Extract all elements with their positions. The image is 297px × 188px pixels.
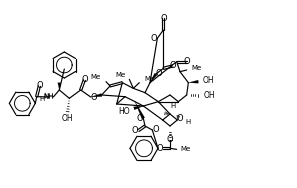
Text: Me: Me	[116, 72, 126, 78]
Text: Me: Me	[191, 65, 201, 71]
Text: O: O	[156, 70, 163, 79]
Polygon shape	[134, 106, 143, 110]
Text: O: O	[36, 82, 43, 90]
Text: O: O	[152, 126, 159, 134]
Text: O: O	[177, 114, 183, 123]
Polygon shape	[135, 102, 145, 119]
Text: O: O	[160, 14, 167, 23]
Polygon shape	[188, 80, 198, 83]
Text: O: O	[167, 136, 173, 145]
Text: O: O	[151, 34, 157, 43]
Text: Me: Me	[144, 76, 154, 82]
Text: OH: OH	[62, 114, 73, 123]
Text: Me: Me	[181, 146, 191, 152]
Text: OH: OH	[203, 90, 215, 99]
Text: O: O	[91, 92, 97, 102]
Text: Me: Me	[90, 74, 101, 80]
Text: OH: OH	[203, 76, 214, 85]
Text: HO: HO	[119, 107, 130, 116]
Polygon shape	[150, 73, 157, 83]
Text: H: H	[40, 96, 45, 102]
Text: NH: NH	[44, 94, 54, 100]
Text: H: H	[185, 119, 190, 125]
Text: H: H	[171, 103, 176, 109]
Polygon shape	[91, 93, 102, 97]
Text: O: O	[157, 144, 163, 153]
Text: NH: NH	[44, 93, 54, 99]
Text: O: O	[132, 126, 138, 135]
Text: O: O	[169, 61, 176, 70]
Text: O: O	[183, 57, 190, 66]
Text: O: O	[81, 76, 88, 84]
Polygon shape	[58, 83, 61, 90]
Text: O: O	[137, 114, 143, 123]
